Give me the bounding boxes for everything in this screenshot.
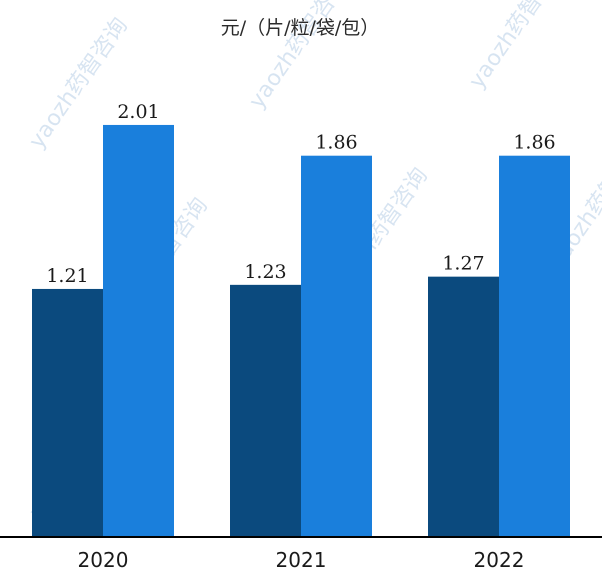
y-unit-label: 元/（片/粒/袋/包） [221, 17, 380, 39]
watermark-text: yaozh药智咨询 [464, 0, 572, 93]
bar-value-label-2020-series-2: 2.01 [117, 101, 159, 123]
bar-value-label-2021-series-1: 1.23 [244, 261, 286, 283]
bar-value-label-2022-series-2: 1.86 [513, 132, 555, 154]
bar-2021-series-2 [301, 155, 372, 537]
bar-2021-series-1 [230, 284, 301, 537]
bar-2022-series-2 [499, 155, 570, 537]
x-axis-labels: 2020 2021 2022 [78, 548, 525, 572]
bar-2020-series-2 [103, 124, 174, 537]
bar-value-label-2022-series-1: 1.27 [442, 253, 484, 275]
bars-group: 1.21 2.01 1.23 1.86 1.27 1.86 [32, 101, 570, 537]
bar-2020-series-1 [32, 288, 103, 537]
x-tick-label-2022: 2022 [474, 548, 525, 572]
x-tick-label-2020: 2020 [78, 548, 129, 572]
bar-value-label-2021-series-2: 1.86 [315, 132, 357, 154]
bar-value-label-2020-series-1: 1.21 [46, 265, 88, 287]
x-tick-label-2021: 2021 [276, 548, 327, 572]
bar-2022-series-1 [428, 276, 499, 537]
